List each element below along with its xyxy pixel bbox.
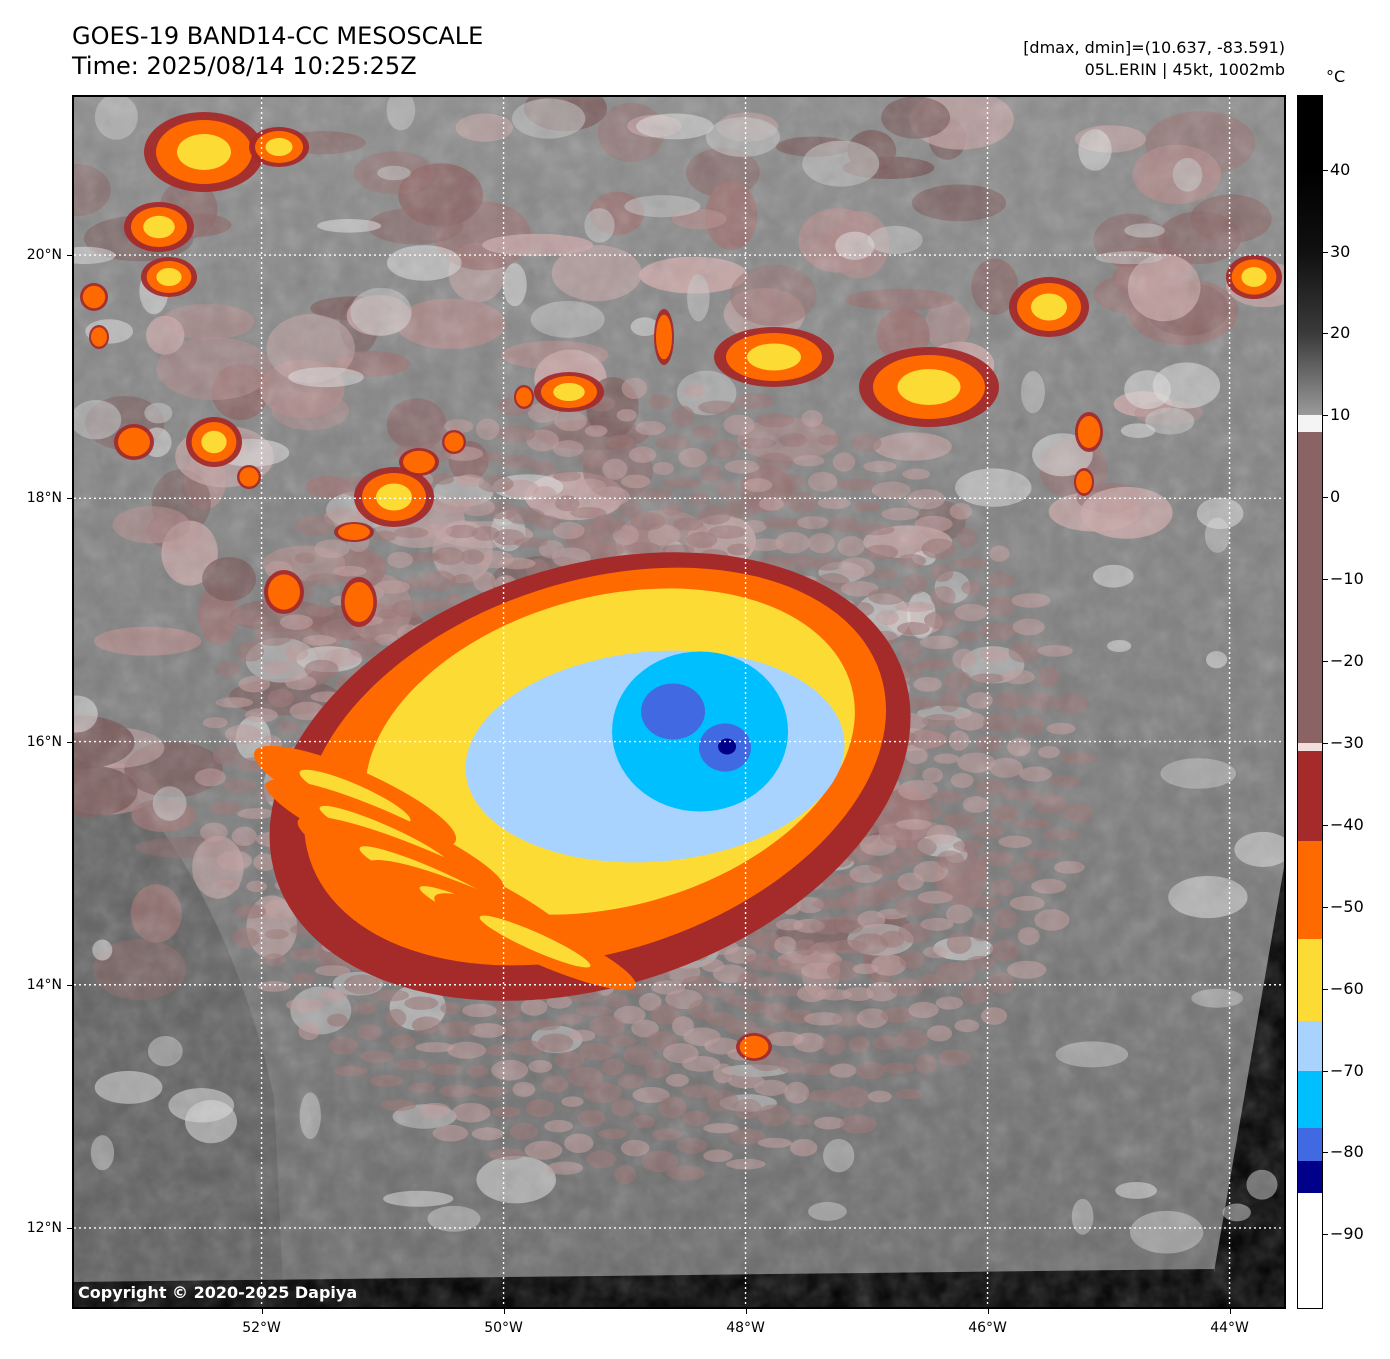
colorbar-unit: °C	[1326, 67, 1346, 86]
lat-label: 14°N	[26, 976, 62, 993]
colorbar-band	[1298, 1021, 1322, 1071]
lon-label: 44°W	[1210, 1320, 1249, 1336]
storm-core-layer-4	[612, 651, 789, 812]
infrared-imagery	[74, 97, 1284, 1307]
colorbar-band	[1298, 742, 1322, 752]
colorbar-band	[1298, 841, 1322, 940]
colorbar-band	[1298, 333, 1322, 416]
temperature-colorbar	[1297, 95, 1323, 1309]
lat-label: 18°N	[26, 490, 62, 507]
colorbar-tick-label: 0	[1330, 487, 1341, 507]
storm-core-layer-7	[718, 738, 737, 755]
colorbar-tick-label: 30	[1330, 241, 1351, 261]
colorbar-tick-label: −60	[1330, 978, 1364, 998]
colorbar-tick-label: −50	[1330, 896, 1364, 916]
colorbar-band	[1298, 1127, 1322, 1161]
colorbar-band	[1298, 939, 1322, 1022]
colorbar-tick-label: −80	[1330, 1142, 1364, 1162]
lat-label: 20°N	[26, 247, 62, 264]
colorbar-band	[1298, 1193, 1322, 1308]
colorbar-band	[1298, 1160, 1322, 1194]
colorbar-tick-label: −20	[1330, 651, 1364, 671]
feeder-band-core-4	[479, 915, 591, 968]
lon-label: 46°W	[968, 1320, 1007, 1336]
dmax-dmin-readout: [dmax, dmin]=(10.637, -83.591)	[1023, 38, 1285, 57]
storm-info: 05L.ERIN | 45kt, 1002mb	[1084, 60, 1285, 79]
lon-label: 52°W	[242, 1320, 281, 1336]
colorbar-band	[1298, 96, 1322, 170]
lat-label: 12°N	[26, 1219, 62, 1236]
colorbar-band	[1298, 169, 1322, 252]
lon-label: 50°W	[484, 1320, 523, 1336]
colorbar-tick-label: −30	[1330, 732, 1364, 752]
colorbar-band	[1298, 1070, 1322, 1128]
colorbar-band	[1298, 431, 1322, 743]
colorbar-band	[1298, 415, 1322, 432]
lon-label: 48°W	[726, 1320, 765, 1336]
colorbar-tick-label: 40	[1330, 159, 1351, 179]
lat-label: 16°N	[26, 733, 62, 750]
colorbar-tick-label: −40	[1330, 814, 1364, 834]
observation-time: Time: 2025/08/14 10:25:25Z	[72, 52, 417, 80]
storm-core-layer-5	[641, 683, 706, 740]
colorbar-tick-label: −10	[1330, 569, 1364, 589]
colorbar-band	[1298, 751, 1322, 842]
product-title: GOES-19 BAND14-CC MESOSCALE	[72, 22, 484, 50]
copyright-notice: Copyright © 2020-2025 Dapiya	[78, 1283, 358, 1302]
colorbar-tick-label: 10	[1330, 405, 1351, 425]
colorbar-tick-label: −90	[1330, 1224, 1364, 1244]
satellite-image-map: Copyright © 2020-2025 Dapiya	[72, 95, 1286, 1309]
colorbar-tick-label: −70	[1330, 1060, 1364, 1080]
colorbar-band	[1298, 251, 1322, 334]
colorbar-tick-label: 20	[1330, 323, 1351, 343]
